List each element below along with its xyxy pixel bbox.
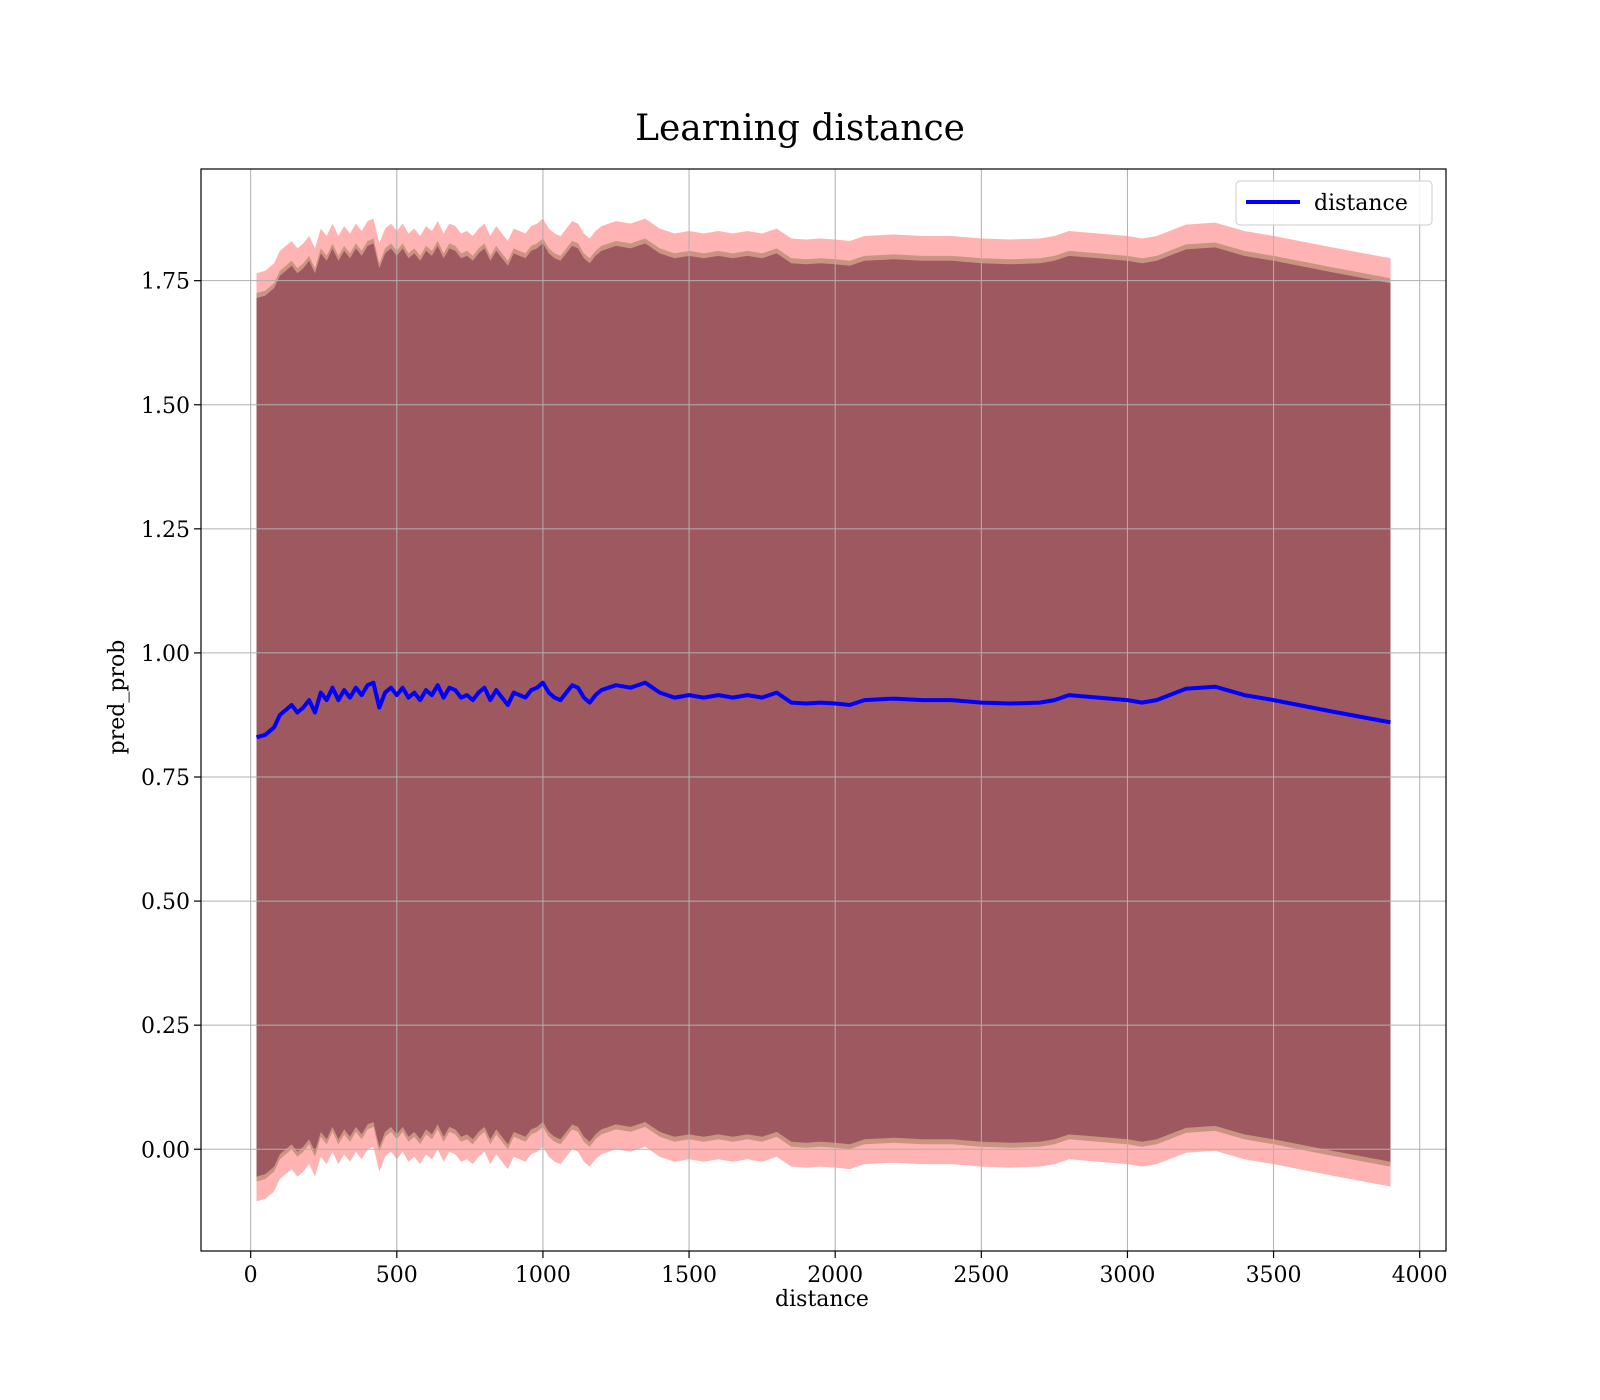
- y-tick-label: 1.00: [141, 642, 190, 667]
- y-tick-label: 1.50: [141, 394, 190, 419]
- x-tick-label: 1500: [661, 1263, 717, 1288]
- x-axis-ticks: 0 500 1000 1500 2000 2500 3000 3500 4000: [244, 1251, 1448, 1288]
- plot-frame: [200, 168, 1447, 1252]
- legend: distance: [1235, 180, 1433, 226]
- x-tick-label: 500: [376, 1263, 418, 1288]
- confidence-band-3: [256, 243, 1391, 1177]
- y-tick-label: 0.75: [141, 766, 190, 791]
- y-axis-label: pred_prob: [105, 640, 130, 755]
- x-tick-label: 1000: [515, 1263, 571, 1288]
- y-tick-label: 1.75: [141, 270, 190, 295]
- series-lines: [255, 680, 1391, 740]
- y-tick-label: 1.25: [141, 518, 190, 543]
- chart-title: Learning distance: [635, 108, 965, 149]
- series-line-distance: [255, 680, 1391, 740]
- y-axis-ticks: 0.00 0.25 0.50 0.75 1.00 1.25 1.50 1.75: [141, 270, 201, 1163]
- x-tick-label: 3000: [1099, 1263, 1155, 1288]
- x-tick-label: 2000: [807, 1263, 863, 1288]
- x-tick-label: 2500: [953, 1263, 1009, 1288]
- y-tick-label: 0.00: [141, 1138, 190, 1163]
- confidence-bands: [256, 218, 1391, 1202]
- grid-lines: [201, 169, 1446, 1251]
- x-axis-label: distance: [775, 1287, 869, 1312]
- legend-box: [1235, 180, 1433, 226]
- legend-label: distance: [1314, 191, 1408, 216]
- x-tick-label: 4000: [1392, 1263, 1448, 1288]
- y-tick-label: 0.50: [141, 890, 190, 915]
- x-tick-label: 0: [244, 1263, 258, 1288]
- y-tick-label: 0.25: [141, 1014, 190, 1039]
- x-tick-label: 3500: [1246, 1263, 1302, 1288]
